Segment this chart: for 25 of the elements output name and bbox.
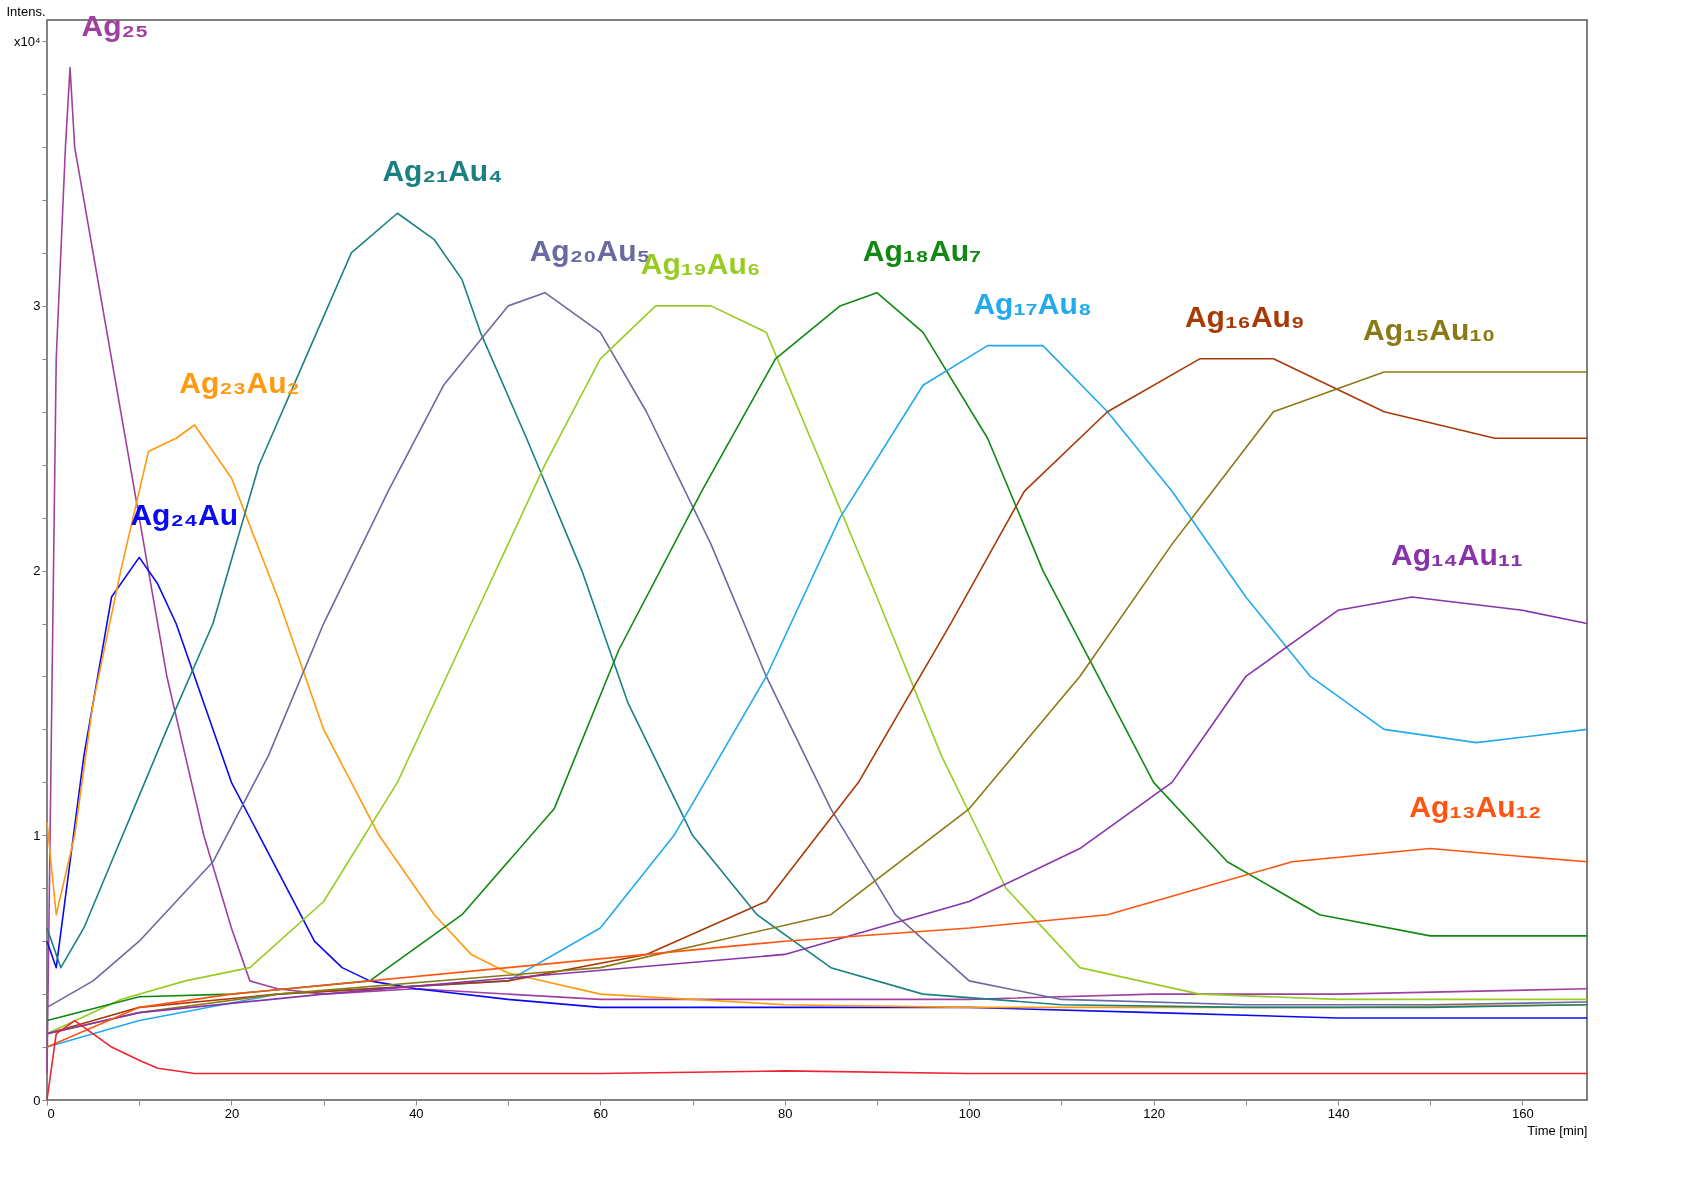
line-series: [46, 66, 1588, 1075]
series-label: Ag₁₃Au₁₂: [1409, 789, 1542, 823]
series-label: Ag₁₇Au₈: [973, 286, 1092, 320]
x-tick-label: 80: [777, 1105, 793, 1121]
series-label: Ag₁₄Au₁₁: [1391, 538, 1523, 572]
y-tick-label: 2: [33, 563, 41, 579]
line-series: [46, 847, 1588, 1048]
x-tick-label: 140: [1327, 1105, 1350, 1121]
series-label: Ag₁₆Au₉: [1184, 299, 1305, 333]
y-axis-title: Intens.: [6, 3, 46, 19]
x-axis-title: Time [min]: [1527, 1122, 1588, 1138]
x-tick-label: 20: [224, 1105, 240, 1121]
x-tick-label: 100: [958, 1105, 981, 1121]
x-tick-label: 0: [47, 1105, 55, 1121]
x-tick-label: 40: [409, 1105, 424, 1121]
series-label: Ag₁₈Au₇: [862, 233, 982, 267]
y-tick-label: x10⁴: [13, 33, 41, 49]
x-tick-label: 120: [1143, 1105, 1165, 1121]
y-tick-label: 0: [33, 1092, 41, 1108]
x-tick-label: 60: [593, 1105, 609, 1121]
series-label: Ag₂₁Au₄: [382, 154, 503, 188]
y-tick-label: 1: [33, 827, 41, 843]
x-tick-label: 160: [1512, 1105, 1534, 1121]
series-label: Ag₁₅Au₁₀: [1363, 313, 1496, 347]
y-tick-label: 3: [33, 298, 41, 314]
